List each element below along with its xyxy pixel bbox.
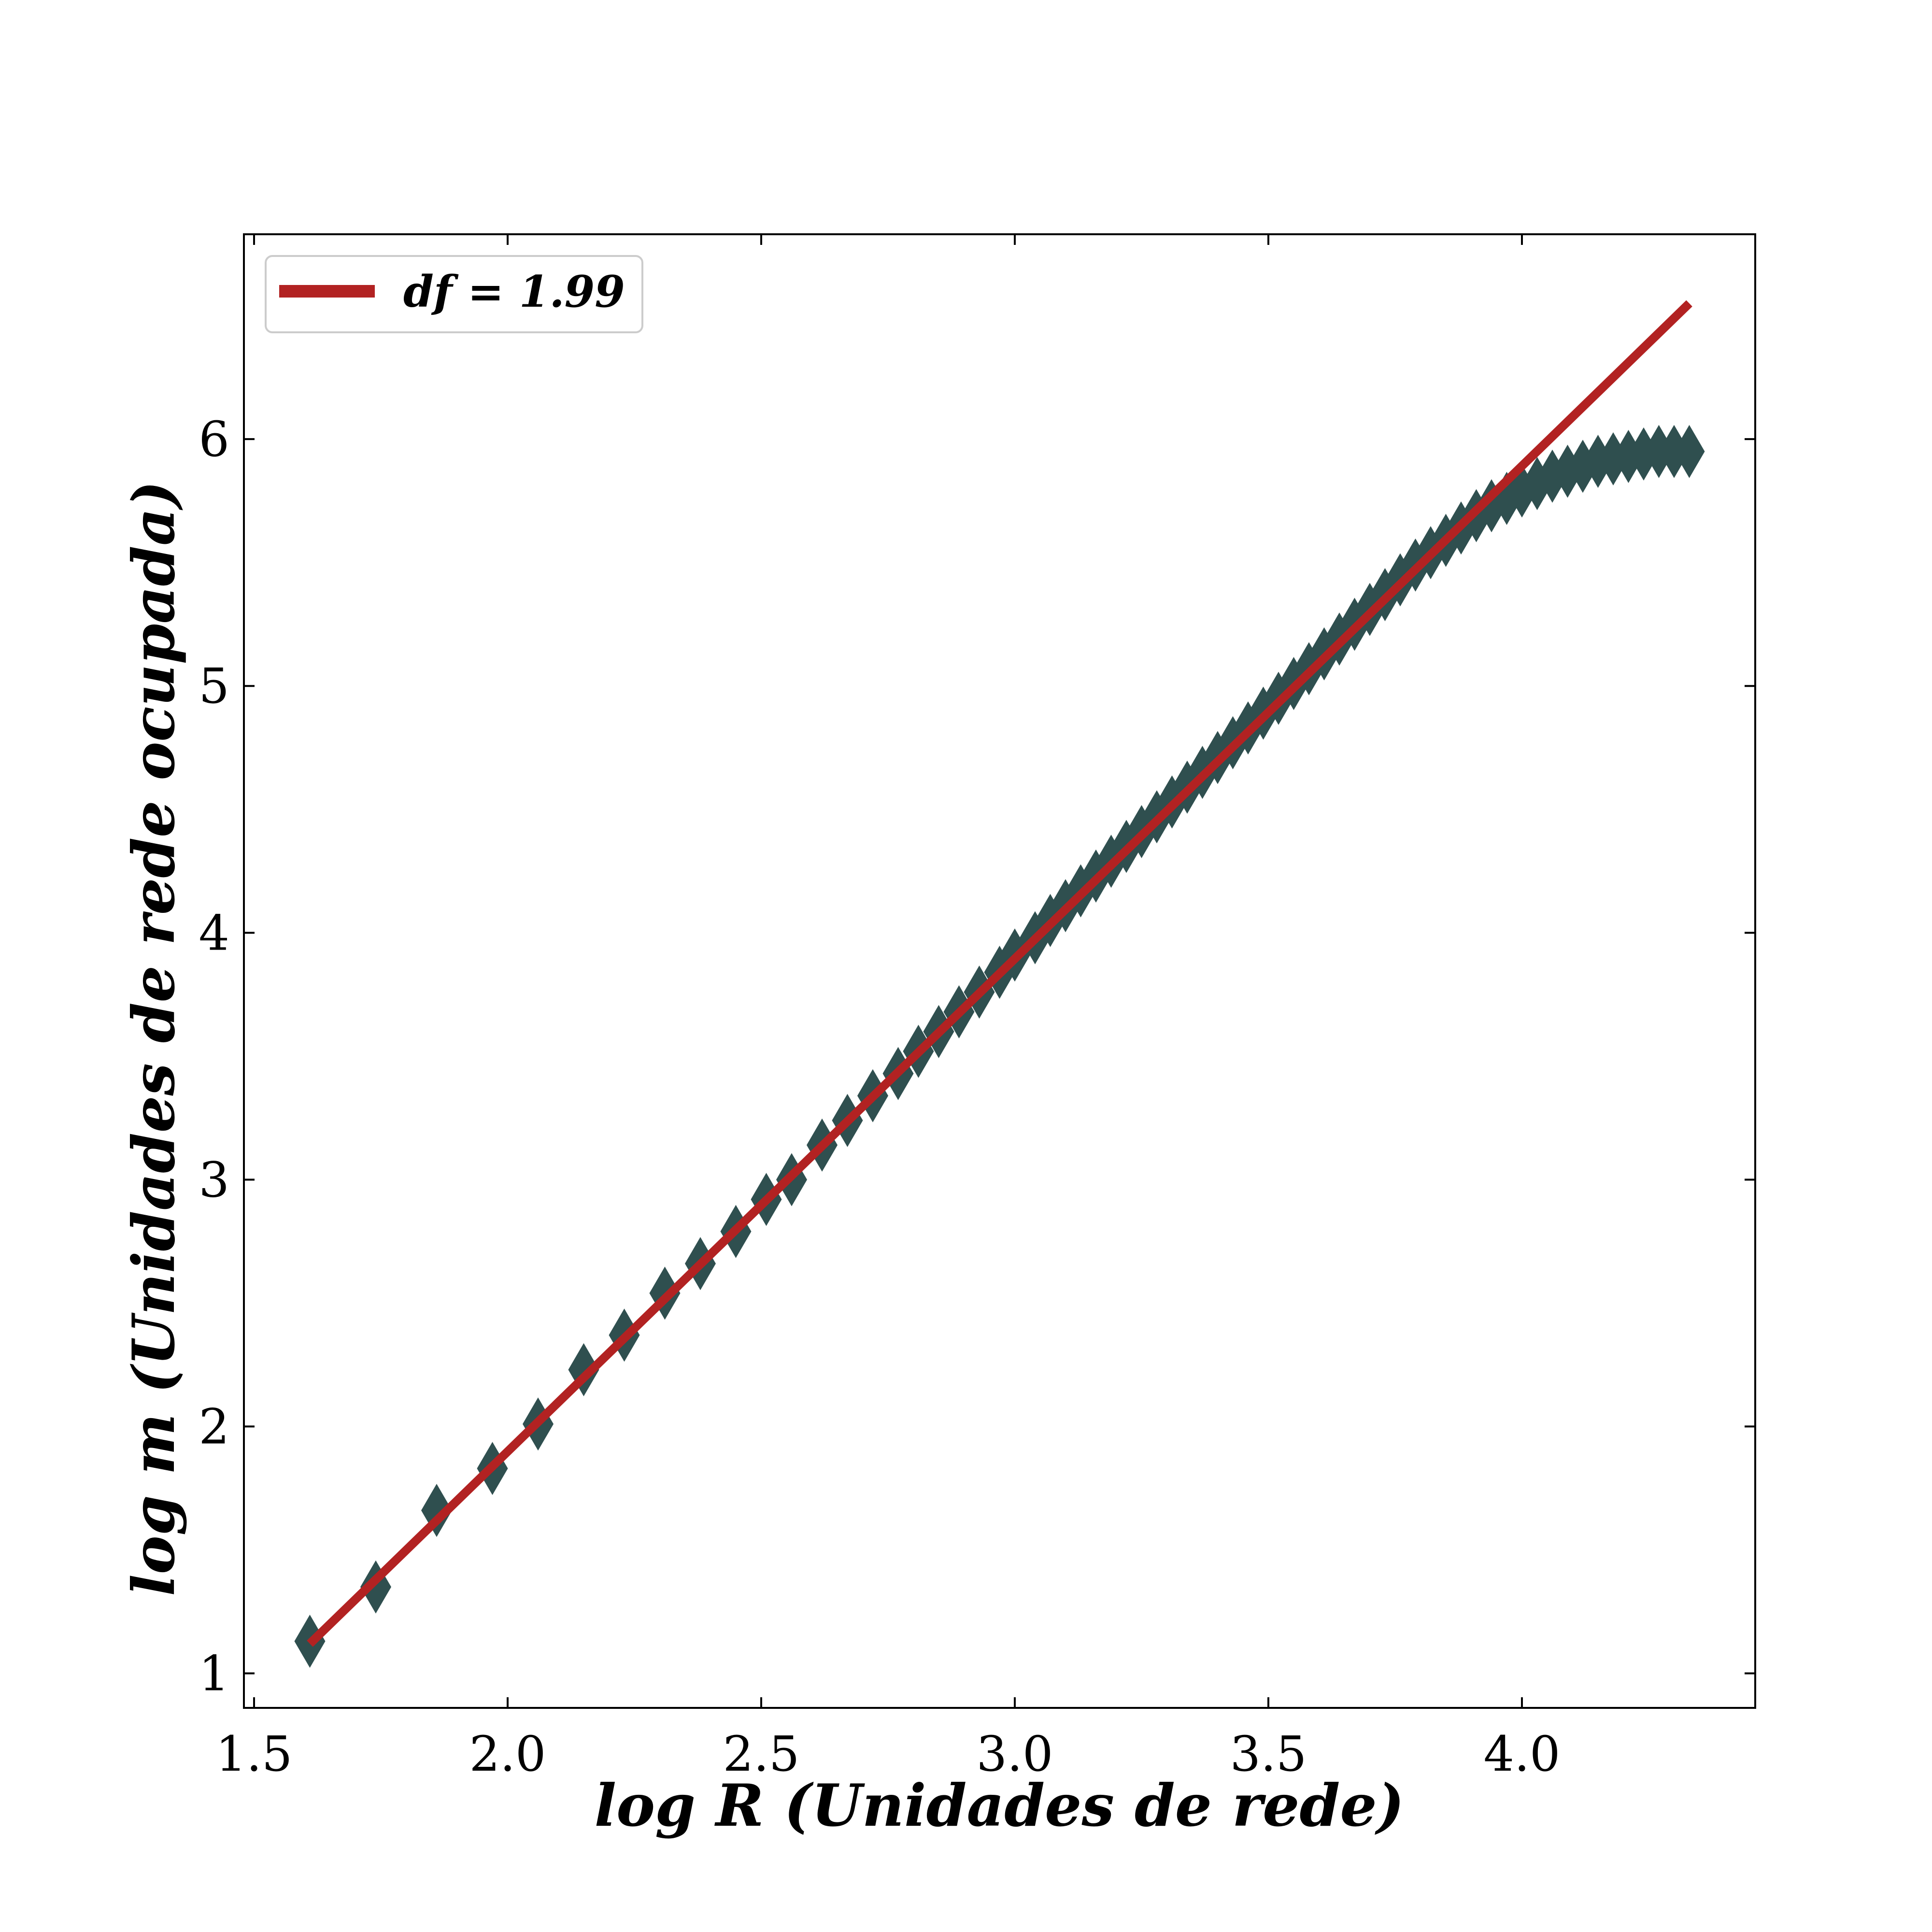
x-tick-label: 3.0 bbox=[976, 1726, 1053, 1782]
y-tick-label: 6 bbox=[199, 411, 229, 468]
plot-frame bbox=[243, 233, 1756, 1709]
y-tick-label: 2 bbox=[199, 1398, 229, 1455]
legend-label: df = 1.99 bbox=[403, 266, 625, 317]
data-point-diamond bbox=[1674, 425, 1705, 478]
ticks bbox=[244, 234, 1755, 1708]
x-tick-label: 2.5 bbox=[723, 1726, 799, 1782]
fit-line bbox=[307, 300, 1692, 1647]
x-tick-label: 1.5 bbox=[215, 1726, 292, 1782]
y-axis-title: log m (Unidades de rede ocupada) bbox=[120, 481, 188, 1596]
x-tick-label: 2.0 bbox=[469, 1726, 546, 1782]
legend: df = 1.99 bbox=[265, 255, 643, 333]
legend-box bbox=[265, 255, 643, 333]
fit-lines bbox=[307, 300, 1692, 1647]
y-tick-label: 1 bbox=[199, 1645, 229, 1702]
y-tick-label: 4 bbox=[199, 905, 229, 961]
y-tick-label: 3 bbox=[199, 1151, 229, 1208]
x-axis-title: log R (Unidades de rede) bbox=[595, 1772, 1405, 1840]
x-tick-label: 4.0 bbox=[1483, 1726, 1560, 1782]
y-tick-label: 5 bbox=[199, 658, 229, 714]
tick-labels: 1.5 2.0 2.5 3.0 3.5 4.0 1 2 3 4 5 6 bbox=[199, 411, 1560, 1782]
x-tick-label: 3.5 bbox=[1230, 1726, 1307, 1782]
